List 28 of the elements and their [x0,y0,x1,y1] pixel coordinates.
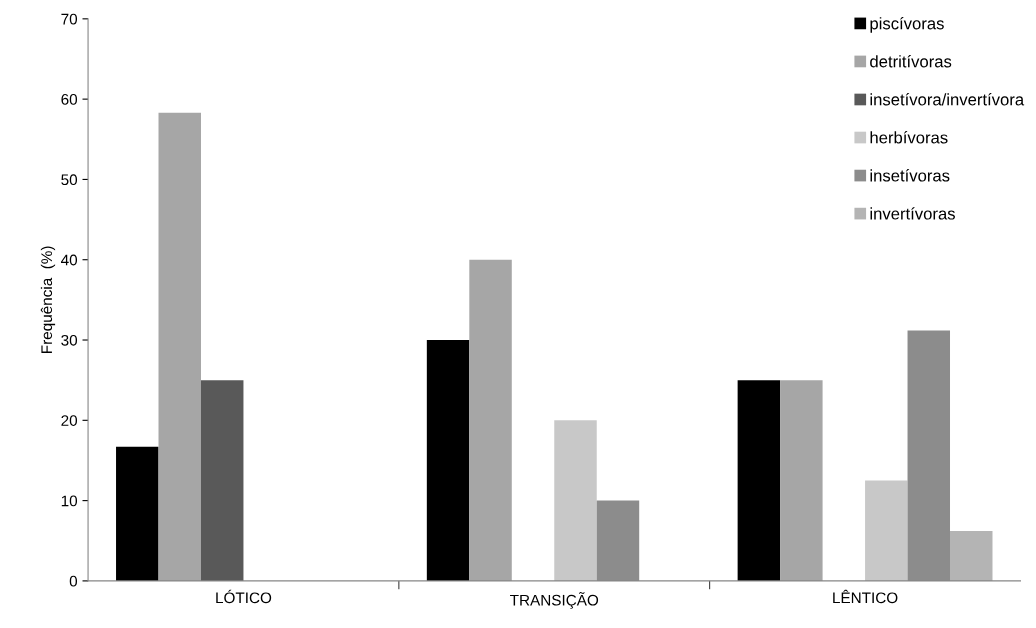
legend-label: piscívoras [870,16,944,33]
legend-label: invertívoras [870,207,955,220]
y-tick-label: 50 [61,174,78,186]
legend-label: insetívora/invertívora [870,93,1025,106]
y-axis-title: Frequência (%) [40,246,56,353]
bar [950,531,993,581]
bar [469,259,512,581]
x-tick-label: LÓTICO [216,589,272,604]
bar [737,380,781,581]
y-tick-label: 70 [61,13,78,25]
x-tick-label: TRANSIÇÃO [510,592,599,609]
y-tick-label: 40 [61,254,78,266]
bar [780,380,823,581]
y-tick-label: 0 [69,575,78,587]
bar [426,340,470,581]
y-tick-label: 30 [61,334,78,346]
y-tick-label: 10 [61,495,78,507]
bar [200,380,244,581]
x-tick-label: LÊNTICO [833,589,898,604]
y-tick-label: 60 [61,94,78,105]
bar [865,480,908,581]
legend-label: detritívoras [870,55,952,68]
y-tick-label: 20 [61,415,78,426]
bar [158,112,201,581]
bar [554,420,597,581]
legend-label: insetívoras [870,169,950,182]
legend-label: herbívoras [870,131,948,144]
bar [116,446,159,581]
